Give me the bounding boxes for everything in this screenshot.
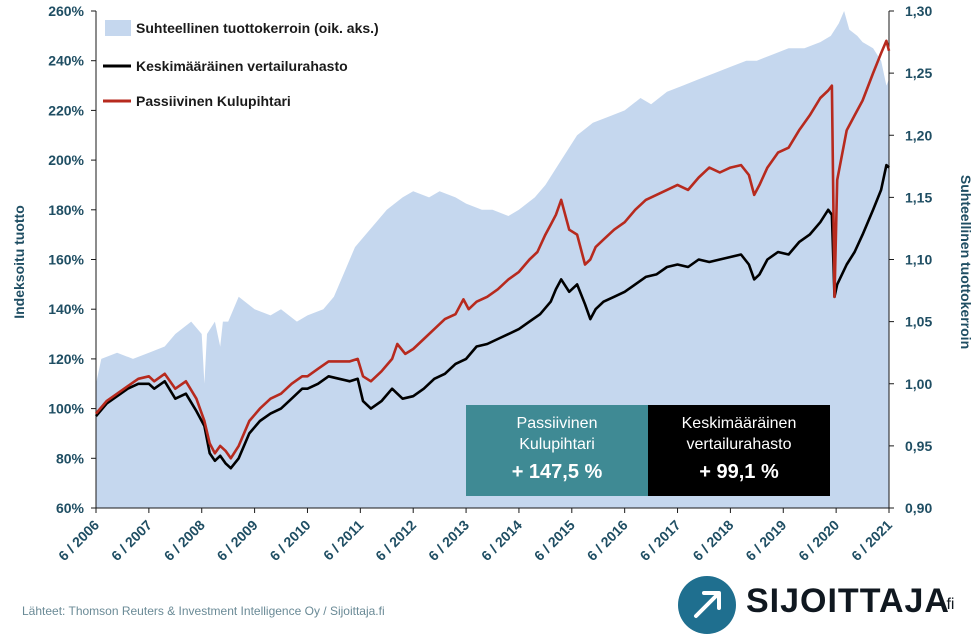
lines-layer xyxy=(95,39,891,470)
x-tick-label: 6 / 2006 xyxy=(55,517,102,564)
left-tick-label: 240% xyxy=(48,53,84,69)
legend-label-1: Keskimääräinen vertailurahasto xyxy=(136,58,348,74)
right-tick-label: 1,10 xyxy=(905,252,932,268)
right-tick-label: 0,95 xyxy=(905,438,932,454)
left-tick-label: 140% xyxy=(48,301,84,317)
legend-label-2: Passiivinen Kulupihtari xyxy=(136,93,291,109)
left-tick-label: 120% xyxy=(48,351,84,367)
source-note: Lähteet: Thomson Reuters & Investment In… xyxy=(22,604,385,618)
right-tick-label: 1,05 xyxy=(905,314,932,330)
x-tick-label: 6 / 2021 xyxy=(848,517,895,564)
x-tick-label: 6 / 2013 xyxy=(425,517,472,564)
logo-wordmark: SIJOITTAJA xyxy=(746,582,950,620)
annotation-passive-box: Passiivinen Kulupihtari + 147,5 % xyxy=(466,405,648,496)
annotation-average-line-1: Keskimääräinen xyxy=(681,415,797,432)
annotation-passive-value: + 147,5 % xyxy=(511,461,603,483)
left-tick-label: 80% xyxy=(56,450,85,466)
right-tick-label: 1,25 xyxy=(905,65,932,81)
sijoittaja-logo: SIJOITTAJA .fi xyxy=(678,574,968,634)
relative-ratio-area-layer xyxy=(96,11,889,508)
x-tick-label: 6 / 2015 xyxy=(531,517,578,564)
legend: Suhteellinen tuottokerroin (oik. aks.) Ke… xyxy=(103,20,379,109)
series-line-2 xyxy=(95,39,891,460)
right-tick-label: 1,20 xyxy=(905,127,932,143)
legend-swatch-area xyxy=(105,20,131,36)
x-tick-label: 6 / 2016 xyxy=(584,517,631,564)
right-tick-label: 0,90 xyxy=(905,500,932,516)
x-tick-label: 6 / 2019 xyxy=(742,517,789,564)
series-area-relative-ratio xyxy=(96,11,889,508)
annotation-passive-line-1: Passiivinen xyxy=(516,415,598,432)
x-tick-label: 6 / 2009 xyxy=(214,517,261,564)
left-tick-label: 260% xyxy=(48,3,84,19)
x-tick-label: 6 / 2020 xyxy=(795,517,842,564)
left-tick-label: 200% xyxy=(48,152,84,168)
right-axis-title: Suhteellinen tuottokerroin xyxy=(958,175,974,349)
x-tick-label: 6 / 2010 xyxy=(266,517,313,564)
arrow-up-right-icon xyxy=(678,576,736,634)
x-tick-label: 6 / 2008 xyxy=(161,517,208,564)
left-tick-label: 180% xyxy=(48,202,84,218)
x-tick-label: 6 / 2018 xyxy=(689,517,736,564)
right-tick-label: 1,15 xyxy=(905,189,932,205)
left-tick-label: 100% xyxy=(48,401,84,417)
annotation-average-value: + 99,1 % xyxy=(699,461,779,483)
left-tick-label: 220% xyxy=(48,102,84,118)
legend-label-0: Suhteellinen tuottokerroin (oik. aks.) xyxy=(136,20,379,36)
right-tick-label: 1,30 xyxy=(905,3,932,19)
x-tick-label: 6 / 2014 xyxy=(478,517,525,564)
left-axis-title: Indeksoitu tuotto xyxy=(11,205,27,319)
series-line-1 xyxy=(95,163,890,470)
left-tick-label: 160% xyxy=(48,252,84,268)
right-tick-label: 1,00 xyxy=(905,376,932,392)
left-tick-label: 60% xyxy=(56,500,85,516)
annotation-passive-line-2: Kulupihtari xyxy=(519,436,595,453)
x-tick-label: 6 / 2012 xyxy=(372,517,419,564)
x-tick-label: 6 / 2011 xyxy=(320,517,367,564)
annotation-average-line-2: vertailurahasto xyxy=(686,436,792,453)
x-tick-label: 6 / 2017 xyxy=(637,517,684,564)
annotation-average-box: Keskimääräinen vertailurahasto + 99,1 % xyxy=(648,405,830,496)
logo-tld: .fi xyxy=(942,596,955,613)
x-tick-label: 6 / 2007 xyxy=(108,517,155,564)
